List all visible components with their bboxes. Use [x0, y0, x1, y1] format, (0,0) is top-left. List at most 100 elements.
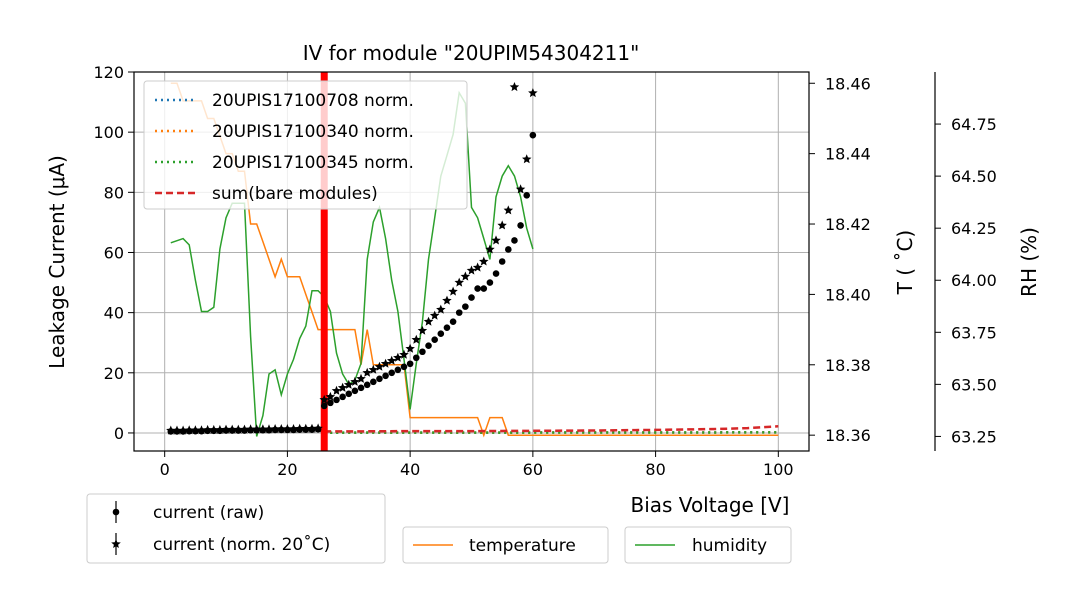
raw-current-point — [462, 303, 469, 310]
raw-current-point — [419, 348, 426, 356]
normalized-current-point — [313, 423, 323, 433]
normalized-current-point — [221, 424, 231, 434]
raw-current-point — [394, 366, 402, 374]
normalized-current-point — [196, 425, 207, 435]
temperature-tick-label: 18.40 — [825, 285, 871, 304]
legend-circle-marker — [112, 508, 120, 516]
raw-current-point — [363, 381, 371, 389]
legend-star-marker — [111, 539, 121, 548]
normalized-current-point — [184, 425, 194, 435]
humidity-tick-label: 64.50 — [951, 167, 997, 186]
normalized-current-point — [522, 154, 532, 164]
normalized-current-point — [252, 424, 262, 434]
normalized-current-point — [166, 425, 176, 435]
y-tick-label: 20 — [104, 364, 124, 383]
raw-current-point — [431, 336, 438, 344]
y-tick-label: 0 — [114, 424, 124, 443]
raw-current-point — [443, 324, 451, 331]
normalized-current-point — [239, 424, 250, 434]
normalized-current-point — [374, 361, 385, 371]
raw-current-point — [345, 390, 353, 398]
normalized-current-point — [448, 286, 458, 296]
normalized-current-point — [227, 424, 237, 434]
humidity-tick-label: 64.25 — [951, 219, 997, 238]
normalized-current-point — [479, 256, 489, 266]
normalized-current-point — [350, 376, 360, 386]
normalized-current-point — [503, 205, 514, 215]
axis-ticks: 0 20 40 60 80 100 0 20 40 60 80 100 120 18.36 18.38 18.… — [93, 63, 996, 479]
normalized-current-point — [411, 334, 421, 344]
temperature-tick-label: 18.44 — [825, 145, 871, 164]
x-axis-label: Bias Voltage [V] — [631, 493, 790, 517]
raw-current-point — [320, 402, 328, 410]
plot-area — [166, 72, 779, 451]
x-tick-label: 80 — [645, 460, 665, 479]
legend-label: 20UPIS17100345 norm. — [212, 153, 414, 173]
bare-module-line-3 — [324, 425, 779, 433]
raw-current-point — [382, 372, 389, 380]
normalized-current-point — [331, 385, 342, 395]
normalized-current-point — [368, 364, 379, 374]
normalized-current-point — [301, 423, 311, 433]
upper-legend-box — [143, 80, 468, 210]
normalized-current-point — [509, 82, 520, 92]
legend-label: 20UPIS17100708 norm. — [212, 91, 414, 111]
normalized-current-point — [454, 277, 464, 287]
normalized-current-point — [485, 244, 495, 254]
normalized-current-point — [466, 265, 477, 275]
normalized-current-point — [356, 373, 366, 383]
legend-label: 20UPIS17100340 norm. — [212, 122, 414, 142]
normalized-current-point — [264, 424, 274, 434]
plot-frame — [133, 71, 810, 452]
raw-current-point — [505, 246, 512, 253]
x-tick-label: 60 — [523, 460, 543, 479]
normalized-current-point — [202, 424, 213, 434]
legend-bottom-label: current (raw) — [153, 503, 264, 523]
raw-current-point — [517, 222, 524, 229]
y-tick-label: 120 — [93, 63, 124, 82]
normalized-current-point — [380, 358, 391, 368]
normalized-current-point — [491, 235, 501, 245]
normalized-current-point — [528, 88, 538, 98]
normalized-current-point — [190, 425, 201, 435]
normalized-current-point — [307, 423, 317, 433]
legend-label: sum(bare modules) — [212, 184, 378, 204]
raw-current-point — [523, 192, 531, 199]
humidity-legend-box — [624, 526, 792, 564]
temperature-axis-label: T ( ˚C) — [893, 230, 917, 296]
raw-current-point — [327, 399, 334, 407]
humidity-tick-label: 63.75 — [951, 323, 997, 342]
temperature-legend-label: temperature — [469, 536, 576, 556]
normalized-current-point — [270, 424, 280, 434]
legends: 20UPIS17100708 norm. 20UPIS17100340 norm.… — [86, 80, 792, 564]
normalized-current-point — [258, 424, 268, 434]
raw-current-point — [474, 285, 481, 292]
normalized-current-point — [325, 391, 336, 401]
normalized-current-point — [294, 423, 305, 433]
raw-current-point — [406, 360, 414, 368]
normalized-current-point — [387, 355, 397, 365]
raw-current-point — [357, 384, 365, 392]
normalized-current-point — [288, 424, 299, 434]
x-tick-label: 20 — [277, 460, 297, 479]
legend-bottom-label: current (norm. 20˚C) — [153, 534, 330, 555]
normalized-current-point — [472, 262, 483, 272]
raw-current-point — [388, 369, 396, 377]
x-tick-label: 0 — [160, 460, 170, 479]
raw-current-point — [437, 330, 445, 337]
raw-current-point — [455, 309, 463, 316]
normalized-current-point — [436, 304, 446, 314]
raw-current-point — [333, 396, 340, 404]
raw-current-point — [511, 237, 518, 244]
temperature-tick-label: 18.46 — [825, 74, 871, 93]
raw-current-point — [425, 342, 432, 350]
normalized-current-point — [337, 382, 348, 392]
raw-current-point — [400, 363, 408, 371]
normalized-current-point — [282, 424, 293, 434]
current-legend-box — [86, 493, 386, 564]
raw-current-point — [412, 354, 420, 362]
humidity-tick-label: 63.25 — [951, 427, 997, 446]
x-tick-label: 100 — [763, 460, 794, 479]
raw-current-point — [480, 285, 488, 292]
